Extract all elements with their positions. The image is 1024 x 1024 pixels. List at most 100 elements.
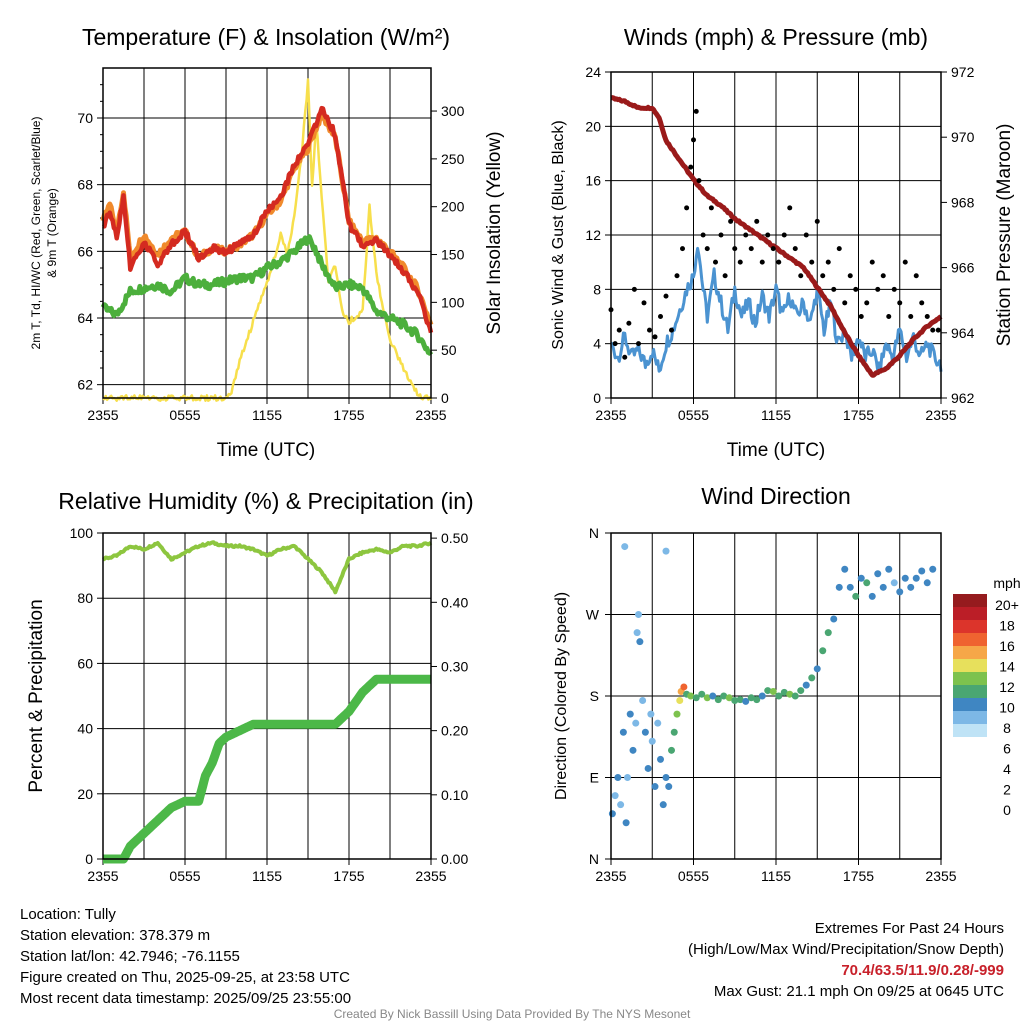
y2-tick-label: 0.40 xyxy=(441,594,468,610)
direction-point xyxy=(614,774,622,781)
gust-point xyxy=(831,286,837,292)
created-time: Figure created on Thu, 2025-09-25, at 23… xyxy=(20,969,350,986)
direction-point xyxy=(923,579,931,587)
direction-point xyxy=(912,574,920,582)
chart-title: Relative Humidity (%) & Precipitation (i… xyxy=(58,488,473,514)
direction-point xyxy=(830,615,838,623)
direction-point xyxy=(907,583,915,591)
recent-timestamp: Most recent data timestamp: 2025/09/25 2… xyxy=(20,990,352,1007)
gust-point xyxy=(737,259,743,265)
gust-point xyxy=(612,341,618,347)
y2-tick-label: 50 xyxy=(441,342,457,358)
gust-point xyxy=(908,314,914,319)
y-axis-label-2: & 9m T (Orange) xyxy=(45,188,59,278)
plot-border xyxy=(102,532,432,860)
gust-point xyxy=(626,320,632,326)
gust-point xyxy=(700,232,706,238)
y2-tick-label: 966 xyxy=(951,260,975,276)
max-gust: Max Gust: 21.1 mph On 09/25 at 0645 UTC xyxy=(713,983,1004,1000)
extremes-values: 70.4/63.5/11.9/0.28/-999 xyxy=(841,962,1004,979)
gust-point xyxy=(704,246,710,252)
direction-point xyxy=(648,737,656,745)
y-axis-label: Direction (Colored By Speed) xyxy=(553,592,570,800)
direction-point xyxy=(624,774,631,781)
direction-point xyxy=(641,728,649,736)
direction-point xyxy=(619,728,627,736)
direction-point xyxy=(629,746,637,754)
direction-point xyxy=(813,665,821,673)
direction-point xyxy=(687,692,695,700)
series-2m-t xyxy=(102,105,434,334)
gust-point xyxy=(787,205,793,211)
direction-point xyxy=(622,819,630,827)
y-axis-label: Percent & Precipitation xyxy=(26,599,47,792)
x-tick-label: 2355 xyxy=(87,407,118,423)
gust-point xyxy=(798,273,804,279)
gust-point xyxy=(924,314,930,319)
direction-point xyxy=(808,674,816,682)
y2-tick-label: 964 xyxy=(951,325,975,341)
direction-point xyxy=(747,694,755,702)
y-tick-label: 64 xyxy=(77,310,93,326)
y2-tick-label: 0.50 xyxy=(441,530,468,546)
direction-point xyxy=(608,810,616,818)
direction-point xyxy=(720,692,728,700)
gust-point xyxy=(820,273,826,279)
y2-axis-label: Station Pressure (Maroon) xyxy=(994,124,1015,347)
y2-tick-label: 972 xyxy=(951,64,975,80)
gust-point xyxy=(842,300,848,306)
y-tick-label: 40 xyxy=(77,721,93,737)
direction-point xyxy=(680,683,688,691)
gust-point xyxy=(722,273,728,279)
x-tick-label: 0555 xyxy=(678,407,709,423)
credit: Created By Nick Bassill Using Data Provi… xyxy=(333,1007,691,1021)
direction-point xyxy=(753,696,761,704)
colorbar-swatch xyxy=(953,724,987,737)
gust-point xyxy=(647,327,652,333)
direction-point xyxy=(731,697,739,705)
direction-point xyxy=(670,728,678,736)
y-tick-label: 62 xyxy=(77,377,93,393)
gust-point xyxy=(748,246,754,252)
direction-point xyxy=(929,565,937,573)
direction-point xyxy=(835,583,843,591)
direction-point xyxy=(647,710,655,718)
gust-point xyxy=(875,286,881,292)
extremes-subtitle: (High/Low/Max Wind/Precipitation/Snow De… xyxy=(688,941,1004,958)
y-axis-label: 2m T, Td, HI/WC (Red, Green, Scarlet/Blu… xyxy=(29,117,43,350)
gust-point xyxy=(708,205,714,211)
direction-point xyxy=(626,710,634,718)
direction-point xyxy=(852,592,860,600)
direction-point xyxy=(668,746,675,754)
y2-tick-label: 150 xyxy=(441,247,465,263)
chart-title: Wind Direction xyxy=(701,483,851,509)
series-precipitation xyxy=(99,674,435,864)
y2-tick-label: 300 xyxy=(441,103,465,119)
y-tick-label: 60 xyxy=(77,655,93,671)
gust-point xyxy=(652,334,658,340)
extremes-info: Extremes For Past 24 Hours (High/Low/Max… xyxy=(688,918,1004,1002)
charts-canvas: Temperature (F) & Insolation (W/m²)2355 0… xyxy=(26,24,1021,884)
gust-point xyxy=(864,300,870,306)
x-tick-label: 1755 xyxy=(843,868,874,884)
gust-point xyxy=(669,327,674,333)
elevation: Station elevation: 378.379 m xyxy=(20,927,211,944)
gust-point xyxy=(718,232,724,238)
gust-point xyxy=(886,314,892,319)
y2-tick-label: 100 xyxy=(441,294,465,310)
x-tick-label: 2355 xyxy=(595,407,626,423)
series-sonic-wind xyxy=(610,246,943,374)
panel-3: Relative Humidity (%) & Precipitation (i… xyxy=(26,488,474,884)
colorbar-swatch xyxy=(953,685,987,698)
direction-point xyxy=(879,583,887,591)
gust-point xyxy=(636,341,641,347)
colorbar-swatch xyxy=(953,711,987,724)
x-tick-label: 2355 xyxy=(415,868,446,884)
plot-border xyxy=(610,71,942,399)
colorbar-label: 18 xyxy=(999,618,1015,634)
gust-point xyxy=(776,259,782,265)
gust-point xyxy=(919,300,925,306)
direction-point xyxy=(769,687,777,695)
direction-point xyxy=(662,547,670,555)
gust-point xyxy=(902,259,908,265)
